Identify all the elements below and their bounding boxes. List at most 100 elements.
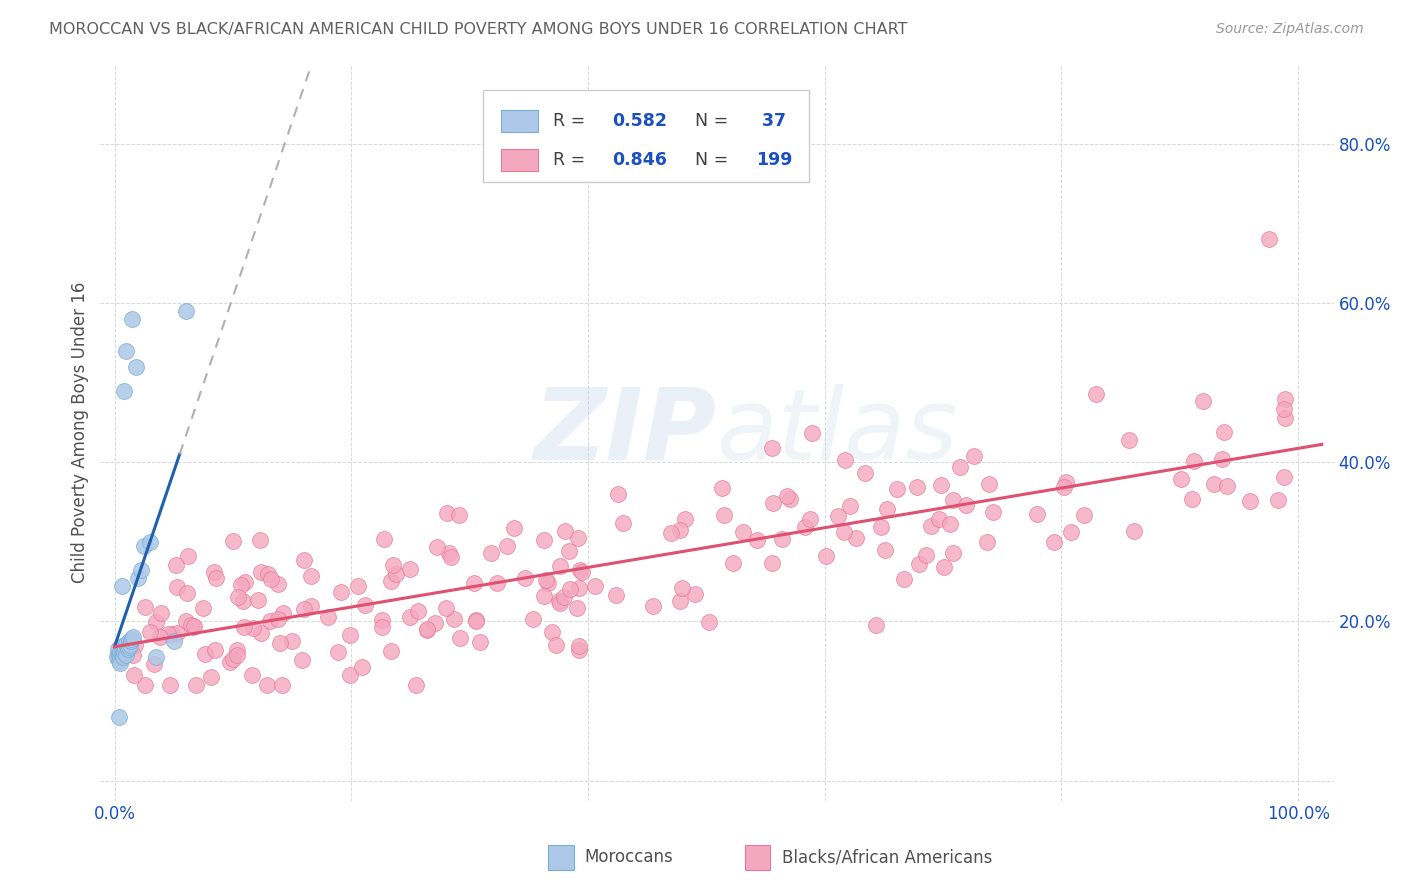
Point: [114, 642, 136, 657]
Point: [318, 610, 340, 624]
Point: [115, 637, 138, 651]
Point: [121, 632, 143, 646]
Point: [111, 642, 134, 657]
Point: [838, 499, 860, 513]
Point: [166, 625, 188, 640]
Point: [1053, 480, 1076, 494]
Point: [976, 535, 998, 549]
Point: [893, 572, 915, 586]
Point: [568, 643, 591, 657]
Point: [232, 620, 254, 634]
Point: [800, 426, 823, 441]
Point: [938, 516, 960, 531]
Point: [125, 359, 148, 374]
Point: [479, 546, 502, 560]
Point: [267, 576, 290, 591]
Point: [865, 618, 887, 632]
Point: [533, 590, 555, 604]
Point: [231, 578, 253, 592]
Point: [671, 581, 693, 595]
Point: [1122, 524, 1144, 539]
Point: [156, 627, 179, 641]
Point: [165, 558, 187, 573]
Point: [876, 502, 898, 516]
Point: [292, 602, 315, 616]
Text: R =: R =: [553, 112, 591, 129]
Point: [120, 634, 142, 648]
Point: [174, 304, 197, 318]
Point: [112, 638, 135, 652]
Point: [139, 534, 162, 549]
Point: [533, 533, 555, 547]
Point: [548, 559, 571, 574]
Point: [373, 532, 395, 546]
Point: [118, 640, 141, 654]
Point: [110, 656, 132, 670]
Point: [111, 648, 134, 662]
Point: [776, 489, 799, 503]
Text: MOROCCAN VS BLACK/AFRICAN AMERICAN CHILD POVERTY AMONG BOYS UNDER 16 CORRELATION: MOROCCAN VS BLACK/AFRICAN AMERICAN CHILD…: [49, 22, 908, 37]
Point: [111, 646, 134, 660]
Point: [673, 511, 696, 525]
Point: [124, 638, 146, 652]
Point: [963, 449, 986, 463]
Point: [934, 560, 956, 574]
Point: [326, 645, 349, 659]
Point: [371, 620, 394, 634]
Point: [256, 567, 278, 582]
Point: [799, 512, 821, 526]
Point: [949, 459, 972, 474]
Point: [853, 466, 876, 480]
Point: [845, 531, 868, 545]
Point: [1170, 472, 1192, 486]
Point: [260, 572, 283, 586]
Point: [537, 575, 560, 590]
Point: [747, 533, 769, 547]
Point: [1181, 491, 1204, 506]
Point: [139, 625, 162, 640]
Point: [873, 543, 896, 558]
Point: [515, 571, 537, 585]
Point: [905, 480, 928, 494]
Point: [371, 614, 394, 628]
Point: [399, 609, 422, 624]
Point: [160, 627, 183, 641]
Text: atlas: atlas: [717, 384, 959, 481]
Point: [1239, 493, 1261, 508]
Point: [1274, 392, 1296, 406]
Point: [271, 678, 294, 692]
Point: [256, 678, 278, 692]
Point: [382, 558, 405, 572]
Point: [183, 619, 205, 633]
Point: [1204, 476, 1226, 491]
Point: [1257, 232, 1279, 246]
Point: [122, 648, 145, 663]
Point: [180, 618, 202, 632]
Point: [105, 650, 128, 665]
Text: 0.582: 0.582: [612, 112, 668, 129]
Point: [733, 524, 755, 539]
Point: [353, 598, 375, 612]
Point: [440, 549, 463, 564]
Point: [710, 481, 733, 495]
Point: [111, 579, 134, 593]
Point: [770, 533, 793, 547]
Point: [1182, 454, 1205, 468]
Point: [269, 636, 291, 650]
Point: [485, 576, 508, 591]
Point: [194, 647, 217, 661]
Point: [110, 645, 132, 659]
Text: 0.846: 0.846: [612, 151, 666, 169]
Text: Source: ZipAtlas.com: Source: ZipAtlas.com: [1216, 22, 1364, 37]
FancyBboxPatch shape: [501, 149, 538, 170]
Point: [148, 630, 170, 644]
Point: [928, 512, 950, 526]
Point: [465, 615, 488, 629]
Point: [955, 498, 977, 512]
Point: [222, 534, 245, 549]
Point: [200, 670, 222, 684]
Point: [150, 606, 173, 620]
Point: [299, 569, 322, 583]
Point: [612, 516, 634, 531]
Point: [436, 506, 458, 520]
